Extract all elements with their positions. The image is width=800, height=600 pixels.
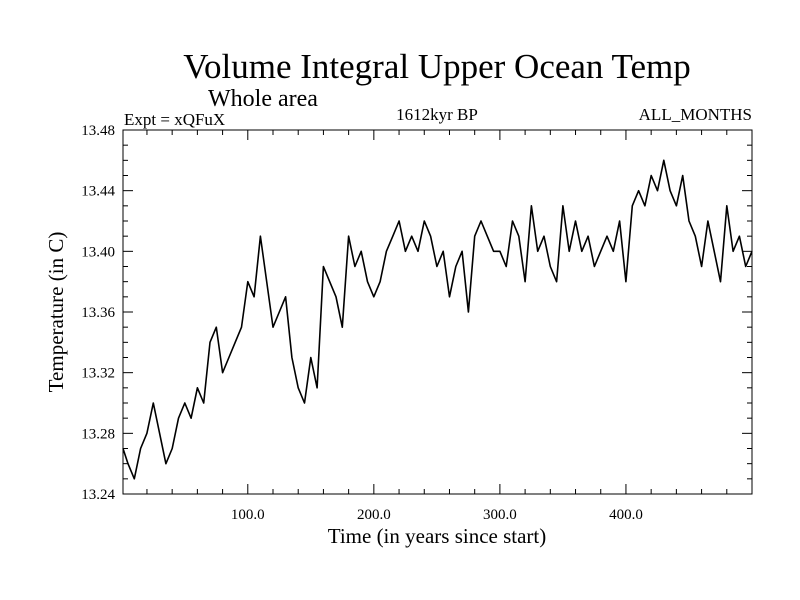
x-tick-label: 200.0 — [357, 507, 391, 523]
y-tick-label: 13.32 — [81, 366, 115, 382]
chart-title: Volume Integral Upper Ocean Temp — [183, 47, 690, 86]
y-tick-label: 13.48 — [81, 123, 115, 139]
y-axis-label: Temperature (in C) — [44, 232, 68, 393]
y-tick-label: 13.44 — [81, 184, 115, 200]
y-axis-ticks: 13.24 13.28 13.32 13.36 13.40 13.44 13.48 — [81, 123, 752, 503]
period-label: 1612kyr BP — [396, 105, 478, 124]
y-tick-label: 13.24 — [81, 487, 115, 503]
y-tick-label: 13.36 — [81, 305, 115, 321]
x-tick-label: 100.0 — [231, 507, 265, 523]
x-tick-label: 400.0 — [609, 507, 643, 523]
months-label: ALL_MONTHS — [639, 105, 752, 124]
experiment-label: Expt = xQFuX — [124, 110, 225, 129]
temperature-series-line — [122, 159, 753, 480]
chart-subtitle: Whole area — [208, 86, 318, 112]
y-tick-label: 13.28 — [81, 426, 115, 442]
x-tick-label: 300.0 — [483, 507, 517, 523]
plot-frame — [122, 129, 753, 495]
x-axis-label: Time (in years since start) — [328, 524, 547, 548]
y-tick-label: 13.40 — [81, 244, 115, 260]
x-axis-ticks: 100.0 200.0 300.0 400.0 — [146, 130, 728, 523]
